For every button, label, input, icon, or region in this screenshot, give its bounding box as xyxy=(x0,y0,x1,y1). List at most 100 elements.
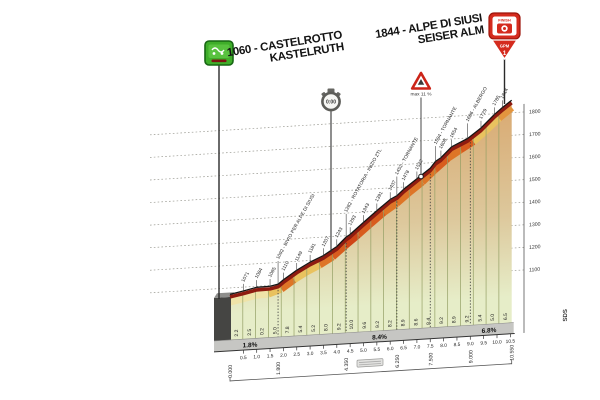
segment-gradient-value: 8.4 xyxy=(426,317,432,325)
segment-gradient-value: 5.4 xyxy=(298,325,304,333)
segment-gradient-value: 8.9 xyxy=(401,319,407,327)
km-distance-label: 4.350 xyxy=(344,358,350,371)
gpm-category: 1 xyxy=(503,51,507,57)
x-axis-tick-label: 2.0 xyxy=(280,352,287,358)
km-distance-label: 0.000 xyxy=(228,365,234,378)
elevation-label: 1729 xyxy=(478,108,489,121)
gradient-band xyxy=(393,189,412,207)
gradient-band xyxy=(381,199,399,216)
segment-gradient-value: 6.5 xyxy=(503,313,509,321)
segment-gradient-value: 5.2 xyxy=(311,324,317,332)
elevation-label: 1149 xyxy=(294,250,305,262)
elevation-label: 1071 xyxy=(240,271,251,284)
gradient-band xyxy=(229,294,244,306)
segment-gradient-value: 8.9 xyxy=(452,316,458,324)
gradient-band xyxy=(342,231,361,249)
gradient-band xyxy=(445,146,463,162)
base-band: 1.8% 8.4% 6.8% xyxy=(214,322,514,352)
gradient-band xyxy=(329,242,348,260)
town-sign-icon xyxy=(204,40,234,66)
finish-icon: FINISH xyxy=(488,12,521,40)
elevation-label: 1785 xyxy=(491,94,502,107)
gradient-band xyxy=(432,155,451,173)
elevation-label: 1110 xyxy=(281,260,291,272)
segment-gradient-value: 8.2 xyxy=(388,320,394,328)
x-axis-tick-label: 8.5 xyxy=(454,342,461,348)
elevation-label: 1243 xyxy=(334,226,345,239)
km-distance-label: 10.550 xyxy=(510,344,516,360)
gradient-band xyxy=(458,137,476,153)
segment-gradient-value: 2.2 xyxy=(234,329,240,337)
x-axis-tick-label: 3.0 xyxy=(307,351,314,357)
gray-band-edge xyxy=(214,322,514,342)
gpm-category-icon: GPM 1 xyxy=(490,39,519,61)
x-axis-tick-label: 6.0 xyxy=(387,346,394,352)
x-axis-tick-label: 10.0 xyxy=(492,339,502,346)
finish-flag-text: FINISH xyxy=(498,19,511,23)
x-axis-tick-label: 9.5 xyxy=(480,340,487,346)
y-axis-tick-label: 1700 xyxy=(529,131,541,138)
y-axis-tick-label: 1300 xyxy=(529,222,541,229)
gradient-bands xyxy=(229,104,515,306)
y-axis-tick-label: 1200 xyxy=(529,244,541,251)
segment-gradient-value: 5.0 xyxy=(272,327,278,335)
segment-values: 2.2 2.5 0.2 5.0 7.8 5.4 5.2 8.0 9.2 10.0 9.6 9.2 8.2… xyxy=(234,313,509,337)
x-axis: 0.5 1.0 1.5 2.0 2.5 3.0 3.5 4.0 4.5 5.0 5.5 6.0 6.5 7… xyxy=(214,333,516,382)
segment-gradient-value: 5.4 xyxy=(477,314,483,322)
x-axis-tick-label: 3.5 xyxy=(320,350,327,356)
x-axis-tick-label: 7.0 xyxy=(414,344,421,350)
segment-separators xyxy=(242,114,500,340)
max-gradient-label: max 11 % xyxy=(411,92,433,98)
elevation-label: 1391 xyxy=(374,190,385,203)
x-axis-tick-label: 2.5 xyxy=(293,352,300,358)
x-axis-tick-label: 0.5 xyxy=(240,355,247,361)
segment-gradient-value: 9.2 xyxy=(439,317,445,325)
segment-gradient-value: 7.8 xyxy=(285,326,291,334)
x-axis-tick-label: 4.0 xyxy=(333,349,340,355)
elevation-label: 1293 xyxy=(347,214,358,227)
segment-gradient-value: 10.0 xyxy=(349,319,355,329)
x-axis-tick-label: 7.5 xyxy=(427,343,434,349)
y-axis-tick-label: 1600 xyxy=(529,154,541,161)
segment-gradient-value: 8.6 xyxy=(413,318,419,326)
watermark-line xyxy=(359,363,381,366)
x-axis-tick-label: 10.5 xyxy=(506,338,516,345)
segment-gradient-value: 9.2 xyxy=(375,321,381,329)
elevation-label: 1181 xyxy=(307,242,318,254)
x-axis-tick-label: 5.5 xyxy=(374,347,381,353)
gradient-band xyxy=(406,178,425,196)
segment-gradient-value: 2.5 xyxy=(247,328,253,336)
measure-line xyxy=(230,363,512,382)
segment-gradient-value: 9.2 xyxy=(336,323,342,331)
elevation-label: 1686 - ALBERGO xyxy=(465,86,489,123)
segment-gradient-value: 9.6 xyxy=(362,321,368,329)
elevation-label: 1608 xyxy=(438,137,449,150)
elevation-label: 1085 xyxy=(267,266,278,279)
watermark-box xyxy=(356,358,384,368)
x-axis-tick-label: 8.0 xyxy=(440,343,447,349)
max-gradient-warning-icon xyxy=(410,71,432,90)
gradient-band xyxy=(292,267,309,283)
watermark-frame xyxy=(356,358,384,368)
y-axis-tick-label: 1800 xyxy=(529,109,541,116)
y-axis-tick-label: 1100 xyxy=(529,267,540,274)
elevation-label: 1654 xyxy=(449,126,460,139)
elevation-label: 1437 xyxy=(387,179,398,192)
km-distance-label: 6.250 xyxy=(395,354,401,367)
segment-gradient-value: 5.0 xyxy=(490,313,496,321)
gpm-label: GPM xyxy=(500,44,510,49)
km-distance-label: 7.500 xyxy=(428,352,434,365)
gradient-band xyxy=(255,289,269,299)
gradient-band xyxy=(267,285,283,298)
gradient-band xyxy=(305,261,322,275)
elevation-label: 1522 xyxy=(414,158,425,171)
markers-layer: 0:00 max 11 % FINISH GPM xyxy=(204,12,521,299)
y-axis-tick-label: 1400 xyxy=(529,199,541,206)
elevation-label: 1084 xyxy=(254,267,265,280)
gridlines: 1100 1200 1300 1400 1500 1600 1700 1800 xyxy=(150,103,541,333)
profile-line xyxy=(229,101,513,299)
stopwatch-icon: 0:00 xyxy=(321,88,341,112)
gradient-band xyxy=(317,253,335,268)
